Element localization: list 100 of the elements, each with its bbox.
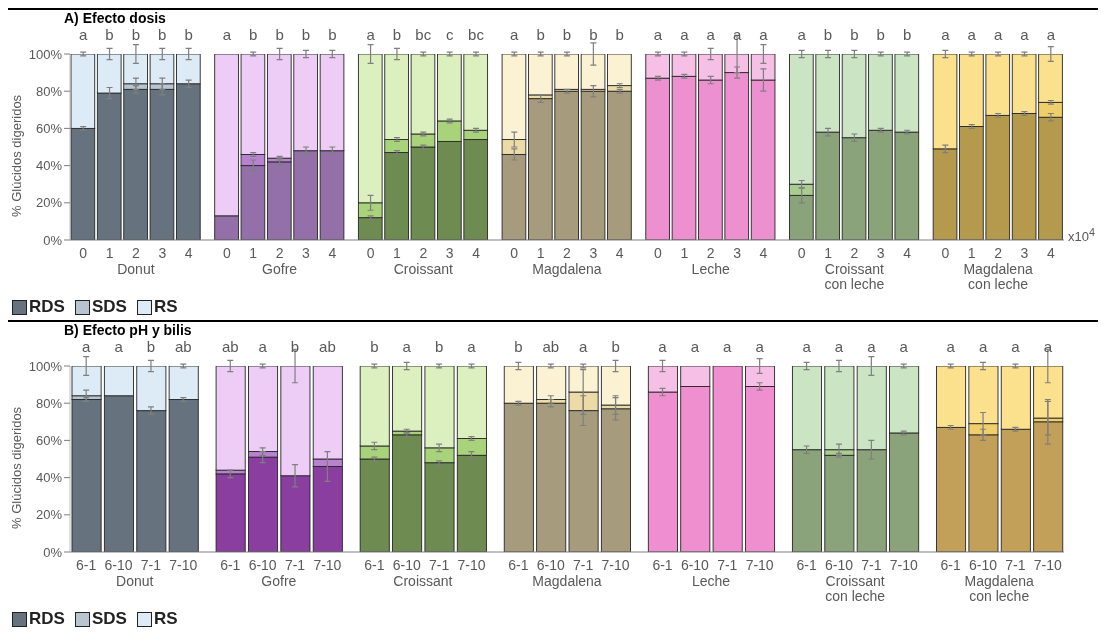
x-tick-label: 4	[615, 244, 624, 261]
x-tick-label: 1	[393, 244, 402, 261]
chart-title: B) Efecto pH y bilis	[64, 322, 192, 338]
x-tick-label: 7-1	[1005, 556, 1026, 573]
x-tick-label: 6-1	[220, 556, 241, 573]
text: b	[849, 26, 860, 43]
text: a	[466, 338, 477, 355]
x-tick-label: 3	[876, 244, 885, 261]
text: Donut	[116, 261, 156, 277]
text: b	[369, 338, 380, 355]
text: b	[274, 26, 285, 43]
x-tick-label: 0	[366, 244, 375, 261]
x-tick-label: 3	[158, 244, 167, 261]
x-tick-label: 7-1	[284, 556, 306, 573]
text: a	[1019, 26, 1030, 43]
text: a	[940, 26, 951, 43]
text: a	[945, 338, 956, 355]
x-tick-label: 3	[589, 244, 598, 261]
text: a	[758, 26, 769, 43]
text: b	[183, 26, 194, 43]
text: a	[113, 338, 124, 355]
x-tick-label: 6-1	[364, 556, 385, 573]
text: a	[833, 338, 845, 355]
text: b	[157, 26, 168, 43]
text: a	[401, 338, 412, 355]
x-tick-label: 1	[824, 244, 833, 261]
text: Leche	[691, 573, 732, 589]
legend-label: SDS	[91, 297, 127, 317]
text: a	[365, 26, 376, 43]
text: a	[1010, 338, 1021, 355]
x-tick-label: 1	[967, 244, 976, 261]
x-tick-label: 4	[328, 244, 337, 261]
text: a	[679, 26, 690, 43]
y-tick-label: 40%	[35, 470, 63, 486]
x-tick-label: 2	[706, 244, 715, 261]
text: a	[78, 26, 89, 43]
text: a	[754, 338, 765, 355]
text: a	[796, 26, 807, 43]
y-tick-label: 40%	[35, 158, 63, 174]
x-tick-label: 7-1	[861, 556, 882, 573]
text: a	[509, 26, 520, 43]
text: ab	[220, 338, 240, 355]
text: a	[81, 338, 92, 355]
x-tick-label: 0	[79, 244, 88, 261]
text: a	[898, 338, 909, 355]
text: b	[104, 26, 115, 43]
x-tick-label: 6-1	[76, 556, 97, 573]
x-tick-label: 6-1	[508, 556, 529, 573]
x-tick-label: 3	[302, 244, 311, 261]
legend-label: RS	[153, 297, 178, 317]
text: b	[822, 26, 834, 43]
x-tick-label: 4	[472, 244, 481, 261]
x-tick-label: 6-10	[536, 556, 566, 573]
text: a	[705, 26, 716, 43]
legend-label: SDS	[91, 609, 127, 629]
text: bc	[467, 26, 485, 43]
text: b	[391, 26, 403, 43]
y-axis-title: % Glúcidos digeridos	[8, 94, 24, 217]
text: b	[614, 26, 625, 43]
x-tick-label: 7-10	[313, 556, 342, 573]
text: a	[257, 338, 268, 355]
text: b	[300, 26, 312, 43]
legend-label: RS	[153, 609, 178, 629]
x-tick-label: 3	[733, 244, 742, 261]
x-tick-label: 6-10	[680, 556, 710, 573]
x-tick-label: 7-1	[573, 556, 594, 573]
x-tick-label: 6-1	[940, 556, 962, 573]
y-tick-label: 60%	[35, 433, 63, 449]
y-axis-title: % Glúcidos digeridos	[8, 406, 24, 529]
x-tick-label: 0	[941, 244, 950, 261]
x-tick-label: 4	[1046, 244, 1055, 261]
text: bc	[414, 26, 433, 43]
x-tick-label: 7-10	[745, 556, 774, 573]
x-tick-label: 2	[994, 244, 1003, 261]
text: a	[801, 338, 812, 355]
text: b	[610, 338, 621, 355]
text: a	[966, 26, 977, 43]
text: ab	[541, 338, 561, 355]
y-tick-label: 80%	[35, 395, 63, 411]
x-tick-label: 7-10	[457, 556, 486, 573]
text: b	[588, 26, 599, 43]
x-tick-label: 7-1	[140, 556, 162, 573]
text: b	[130, 26, 142, 43]
x-tick-label: 1	[105, 244, 114, 261]
text: Donut	[115, 573, 155, 589]
y-tick-label: 0%	[43, 232, 63, 248]
y-tick-label: 20%	[35, 195, 63, 211]
y-tick-label: 100%	[28, 358, 63, 374]
text: b	[145, 338, 157, 355]
x-tick-label: 6-1	[652, 556, 673, 573]
x-tick-label: 0	[797, 244, 806, 261]
x-tick-label: 2	[275, 244, 284, 261]
y-tick-label: 60%	[35, 121, 63, 137]
text: a	[689, 338, 701, 355]
text: a	[221, 26, 233, 43]
chart-title: A) Efecto dosis	[64, 10, 166, 26]
x-tick-label: 3	[445, 244, 454, 261]
text: Magdalena	[531, 573, 603, 589]
text: b	[433, 338, 445, 355]
text: Magdalena con leche	[963, 573, 1035, 604]
